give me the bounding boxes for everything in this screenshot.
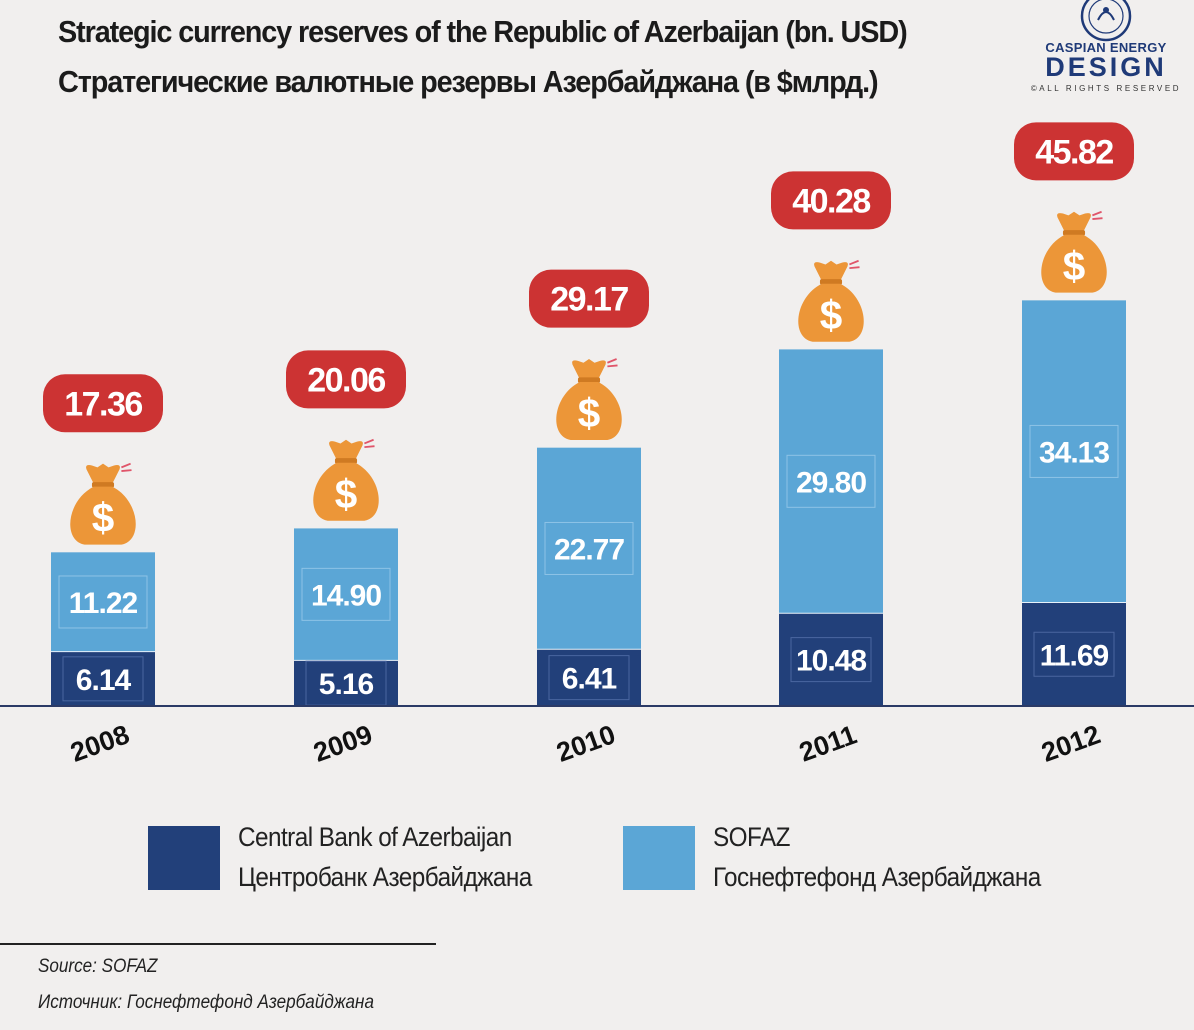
source-ru: Источник: Госнефтефонд Азербайджана (38, 992, 374, 1013)
brand-line-1: CASPIAN ENERGY (1045, 40, 1167, 55)
bar-cb-2009 (294, 660, 398, 706)
x-tick-label-2011: 2011 (795, 719, 860, 767)
caspian-energy-logo: CASPIAN ENERGY DESIGN ©ALL RIGHTS RESERV… (1018, 0, 1194, 100)
total-value-2012: 45.82 (1035, 133, 1113, 171)
source-en: Source: SOFAZ (38, 956, 158, 977)
globe-emblem-icon (1080, 0, 1132, 42)
total-value-2009: 20.06 (307, 361, 385, 399)
bar-sofaz-2009 (294, 528, 398, 661)
sofaz-value-2008: 11.22 (69, 587, 138, 620)
money-bag-icon (69, 462, 137, 546)
source-divider (0, 943, 436, 945)
stacked-bar-chart: $ 6.1411.2217.3620085.1614.9020.0620096.… (0, 122, 1194, 768)
sofaz-value-2009: 14.90 (311, 579, 381, 612)
x-tick-label-2008: 2008 (67, 719, 134, 768)
money-bag-icon (555, 358, 623, 441)
cb-value-2009: 5.16 (319, 668, 374, 701)
bar-sofaz-2011 (779, 349, 883, 614)
cb-label-box-2008 (62, 656, 144, 702)
sofaz-label-box-2010 (544, 521, 634, 575)
bar-cb-2012 (1022, 602, 1126, 706)
sofaz-label-box-2012 (1029, 424, 1119, 478)
total-badge-2012 (1014, 122, 1134, 181)
brand-line-2: DESIGN (1045, 52, 1167, 82)
legend-label-cb-ru: Центробанк Азербайджана (238, 862, 532, 892)
legend-label-sofaz-en: SOFAZ (713, 822, 791, 852)
cb-label-box-2012 (1033, 631, 1115, 677)
sofaz-value-2010: 22.77 (554, 533, 624, 566)
total-badge-2008 (43, 374, 163, 433)
x-tick-label-2012: 2012 (1038, 719, 1105, 768)
legend-swatch-cb (148, 826, 220, 890)
legend-swatch-sofaz (623, 826, 695, 890)
bar-sofaz-2010 (537, 447, 641, 650)
cb-label-box-2011 (790, 637, 872, 683)
bar-sofaz-2012 (1022, 300, 1126, 603)
sofaz-value-2011: 29.80 (796, 466, 866, 499)
brand-rights: ©ALL RIGHTS RESERVED (1030, 84, 1182, 93)
bar-cb-2008 (51, 651, 155, 706)
cb-value-2011: 10.48 (796, 645, 866, 678)
bar-sofaz-2008 (51, 552, 155, 652)
total-value-2011: 40.28 (792, 182, 870, 220)
legend-label-cb-en: Central Bank of Azerbaijan (238, 822, 512, 852)
legend-label-sofaz-ru: Госнефтефонд Азербайджана (713, 862, 1041, 892)
sofaz-label-box-2011 (786, 454, 876, 508)
money-bag-icon (312, 438, 380, 522)
cb-value-2010: 6.41 (562, 663, 617, 696)
chart-title-ru: Стратегические валютные резервы Азербайд… (58, 64, 879, 99)
money-bag-icon (1040, 210, 1108, 294)
total-value-2008: 17.36 (64, 385, 142, 423)
chart-title-en: Strategic currency reserves of the Repub… (58, 14, 908, 49)
x-tick-label-2009: 2009 (310, 719, 377, 768)
total-badge-2011 (771, 171, 891, 230)
money-bag-icon (797, 259, 865, 343)
cb-value-2008: 6.14 (76, 664, 132, 697)
bar-cb-2011 (779, 613, 883, 706)
bar-cb-2010 (537, 649, 641, 706)
total-value-2010: 29.17 (550, 281, 628, 319)
total-badge-2010 (529, 269, 649, 328)
cb-value-2012: 11.69 (1040, 639, 1109, 672)
total-badge-2009 (286, 350, 406, 409)
sofaz-value-2012: 34.13 (1039, 436, 1109, 469)
sofaz-label-box-2009 (301, 567, 391, 621)
x-tick-label-2010: 2010 (553, 719, 620, 768)
sofaz-label-box-2008 (58, 575, 148, 629)
cb-label-box-2010 (548, 655, 630, 701)
